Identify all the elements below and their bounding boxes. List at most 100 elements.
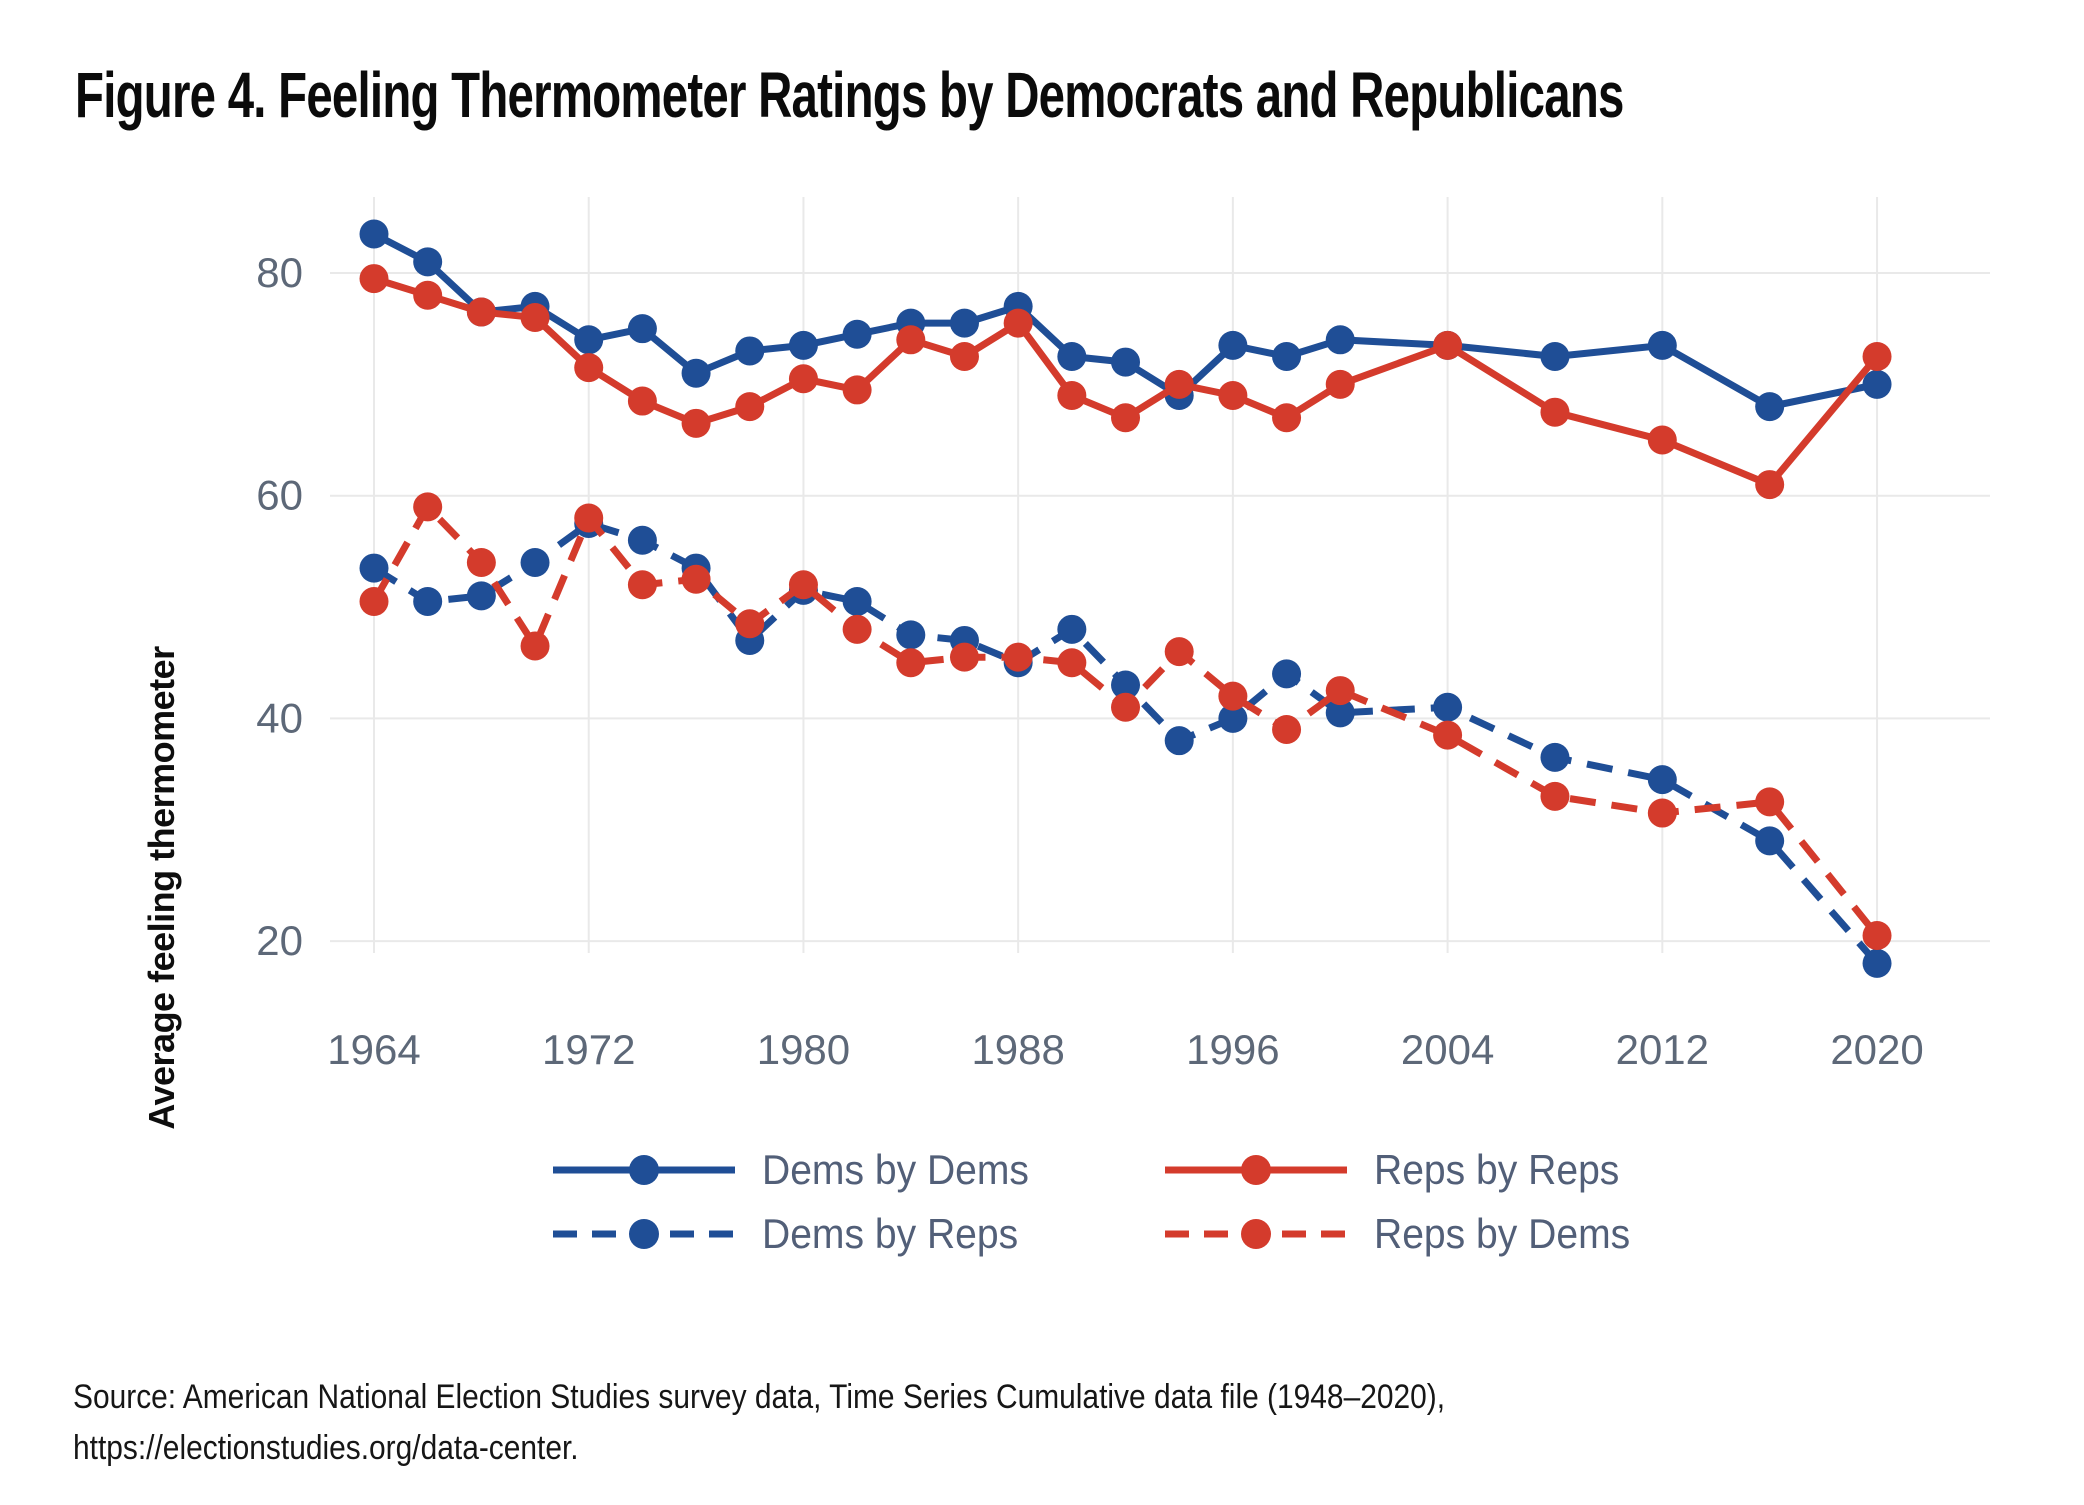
data-point	[413, 586, 443, 616]
data-point	[1325, 325, 1355, 355]
data-point	[1755, 826, 1785, 856]
source-line-1: Source: American National Election Studi…	[73, 1378, 1446, 1416]
data-point	[359, 553, 389, 583]
data-point	[842, 586, 872, 616]
data-point	[735, 336, 765, 366]
legend-item-reps-by-dems: Reps by Dems	[1163, 1210, 1649, 1258]
data-point	[1540, 781, 1570, 811]
data-point	[1433, 720, 1463, 750]
data-point	[466, 581, 496, 611]
data-point	[1647, 425, 1677, 455]
legend-dot	[1241, 1155, 1271, 1185]
data-point	[466, 548, 496, 578]
data-point	[1540, 397, 1570, 427]
data-point	[413, 492, 443, 522]
series-line-dems-by-dems	[372, 230, 1878, 411]
data-point	[1003, 642, 1033, 672]
data-point	[949, 642, 979, 672]
legend-marker-solid-red-icon	[1165, 1155, 1347, 1185]
data-point	[1057, 342, 1087, 372]
data-point	[1325, 698, 1355, 728]
x-tick-label: 1988	[971, 1026, 1064, 1073]
data-point	[842, 319, 872, 349]
data-point	[627, 314, 657, 344]
source-note: Source: American National Election Studi…	[73, 1372, 1445, 1474]
legend-item-reps-by-reps: Reps by Reps	[1163, 1146, 1649, 1194]
figure-title: Figure 4. Feeling Thermometer Ratings by…	[75, 59, 1624, 131]
legend-item-dems-by-reps: Dems by Reps	[551, 1210, 1163, 1258]
data-point	[1862, 342, 1892, 372]
data-point	[896, 648, 926, 678]
series-line-dems-by-reps	[372, 520, 1880, 966]
y-tick-label: 20	[256, 917, 303, 964]
data-point	[1111, 670, 1141, 700]
data-point	[1218, 681, 1248, 711]
data-point	[1433, 692, 1463, 722]
legend-dot	[629, 1155, 659, 1185]
data-point	[520, 631, 550, 661]
data-point	[1003, 308, 1033, 338]
data-point	[949, 308, 979, 338]
data-point	[574, 353, 604, 383]
data-point	[1647, 765, 1677, 795]
data-point	[788, 364, 818, 394]
data-point	[1272, 403, 1302, 433]
data-point	[788, 570, 818, 600]
data-point	[788, 330, 818, 360]
data-point	[413, 247, 443, 277]
data-point	[574, 503, 604, 533]
x-tick-label: 1972	[542, 1026, 635, 1073]
data-point	[627, 386, 657, 416]
legend-item-dems-by-dems: Dems by Dems	[551, 1146, 1163, 1194]
data-point	[1755, 392, 1785, 422]
data-point	[1272, 659, 1302, 689]
data-point	[1272, 715, 1302, 745]
data-point	[1433, 330, 1463, 360]
series-line-reps-by-dems	[370, 503, 1880, 938]
data-point	[1540, 342, 1570, 372]
data-point	[574, 325, 604, 355]
data-point	[1164, 637, 1194, 667]
series-line-reps-by-reps	[372, 275, 1880, 489]
data-point	[413, 280, 443, 310]
legend-dot	[1241, 1219, 1271, 1249]
x-tick-label: 1996	[1186, 1026, 1279, 1073]
data-point	[1862, 921, 1892, 951]
data-point	[1218, 380, 1248, 410]
legend-label: Reps by Dems	[1374, 1210, 1631, 1257]
data-point	[1164, 369, 1194, 399]
data-point	[1057, 614, 1087, 644]
legend-marker-solid-blue-icon	[553, 1155, 735, 1185]
legend-label: Dems by Reps	[762, 1210, 1019, 1257]
legend-marker-dashed-blue-icon	[553, 1219, 735, 1249]
data-point	[1111, 347, 1141, 377]
data-point	[520, 548, 550, 578]
data-point	[1647, 330, 1677, 360]
data-point	[627, 525, 657, 555]
legend-marker-dashed-red-icon	[1165, 1219, 1347, 1249]
data-point	[359, 219, 389, 249]
x-tick-label: 1980	[757, 1026, 850, 1073]
data-point	[1755, 470, 1785, 500]
y-axis-title-text: Average feeling thermometer	[141, 646, 182, 1130]
x-tick-label: 2004	[1401, 1026, 1494, 1073]
chart-legend: Dems by Dems Reps by Reps Dems by Reps R…	[551, 1146, 1649, 1258]
legend-dot	[629, 1219, 659, 1249]
data-point	[1057, 380, 1087, 410]
x-tick-label: 1964	[327, 1026, 420, 1073]
data-point	[896, 620, 926, 650]
x-tick-label: 2012	[1616, 1026, 1709, 1073]
data-point	[1111, 692, 1141, 722]
data-point	[359, 264, 389, 294]
data-point	[1111, 403, 1141, 433]
data-point	[681, 358, 711, 388]
data-point	[842, 614, 872, 644]
data-point	[1755, 787, 1785, 817]
data-point	[735, 392, 765, 422]
data-point	[1862, 369, 1892, 399]
y-tick-label: 80	[256, 249, 303, 296]
data-point	[359, 586, 389, 616]
data-point	[1647, 798, 1677, 828]
data-point	[520, 303, 550, 333]
legend-label: Reps by Reps	[1374, 1146, 1620, 1193]
